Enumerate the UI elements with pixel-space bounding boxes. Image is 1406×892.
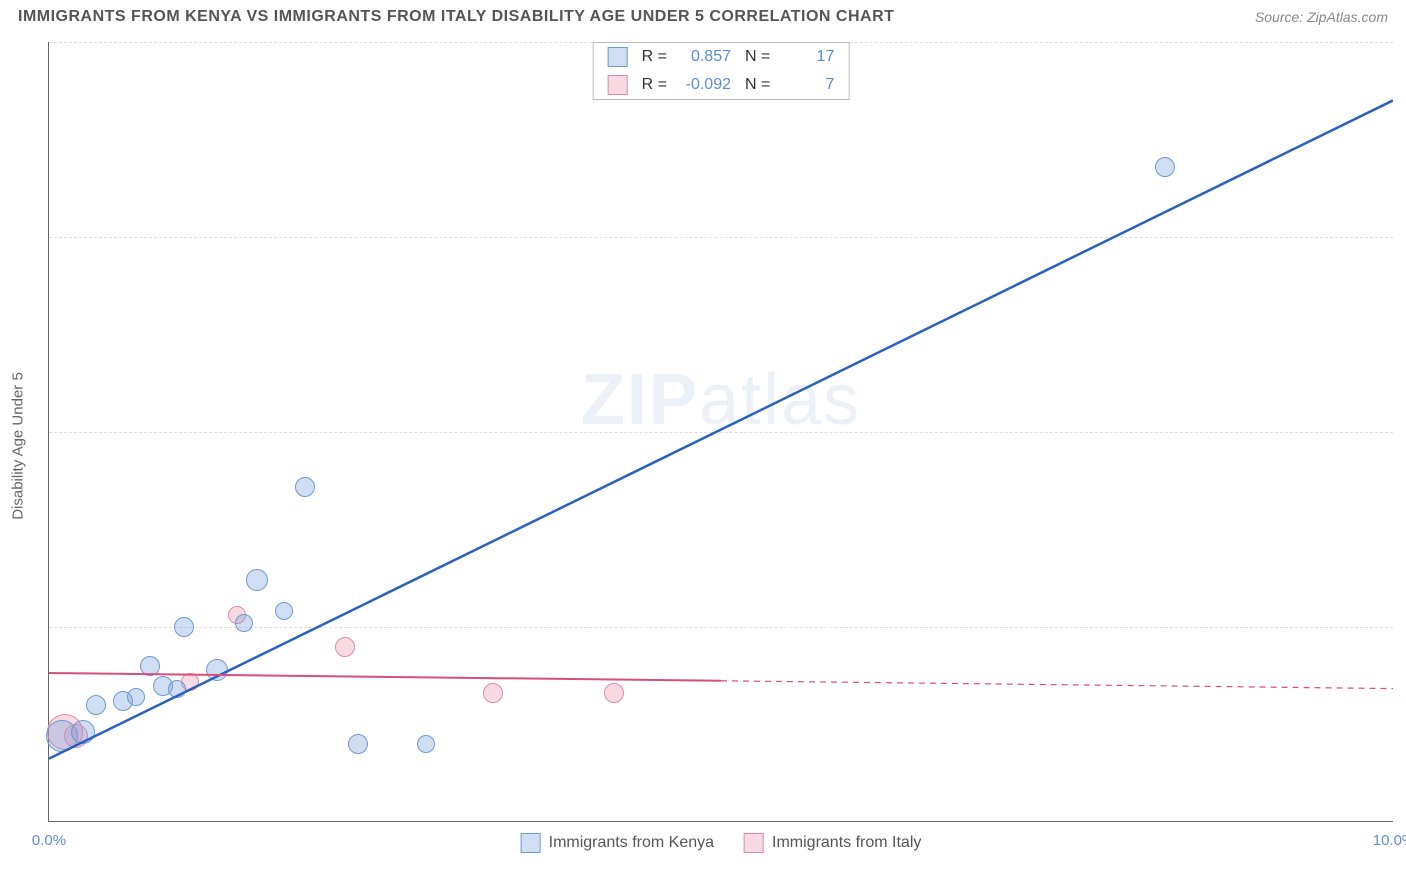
source-attribution: Source: ZipAtlas.com: [1255, 9, 1388, 25]
kenya-point: [235, 614, 253, 632]
kenya-point: [140, 656, 160, 676]
y-tick-label: 5.0%: [1397, 424, 1406, 441]
swatch-kenya: [521, 833, 541, 853]
kenya-point: [174, 617, 194, 637]
r-label: R =: [642, 48, 667, 66]
italy-point: [335, 637, 355, 657]
kenya-point: [417, 735, 435, 753]
n-label: N =: [745, 76, 770, 94]
kenya-point: [1155, 157, 1175, 177]
series-legend: Immigrants from Kenya Immigrants from It…: [521, 833, 922, 853]
trend-line: [49, 100, 1393, 758]
kenya-point: [86, 695, 106, 715]
watermark-light: atlas: [699, 360, 861, 440]
legend-item-kenya: Immigrants from Kenya: [521, 833, 714, 853]
italy-point: [604, 683, 624, 703]
source-prefix: Source:: [1255, 9, 1307, 25]
watermark-text: ZIPatlas: [581, 359, 861, 441]
r-value-italy: -0.092: [681, 76, 731, 94]
correlation-legend: R = 0.857 N = 17 R = -0.092 N = 7: [593, 42, 850, 100]
x-tick-label: 10.0%: [1373, 832, 1406, 849]
y-tick-label: 7.5%: [1397, 229, 1406, 246]
legend-row-kenya: R = 0.857 N = 17: [594, 43, 849, 71]
swatch-kenya: [608, 47, 628, 67]
watermark-bold: ZIP: [581, 360, 699, 440]
r-value-kenya: 0.857: [681, 48, 731, 66]
kenya-point: [168, 680, 186, 698]
y-tick-label: 2.5%: [1397, 619, 1406, 636]
chart-title: IMMIGRANTS FROM KENYA VS IMMIGRANTS FROM…: [18, 8, 894, 26]
kenya-point: [348, 734, 368, 754]
gridline: [49, 237, 1393, 238]
n-label: N =: [745, 48, 770, 66]
kenya-point: [206, 659, 228, 681]
x-tick-label: 0.0%: [32, 832, 66, 849]
n-value-kenya: 17: [784, 48, 834, 66]
kenya-point: [127, 688, 145, 706]
series-label-italy: Immigrants from Italy: [772, 834, 921, 852]
kenya-point: [295, 477, 315, 497]
gridline: [49, 432, 1393, 433]
swatch-italy: [608, 75, 628, 95]
kenya-point: [275, 602, 293, 620]
n-value-italy: 7: [784, 76, 834, 94]
kenya-point: [246, 569, 268, 591]
trend-line: [721, 681, 1393, 689]
legend-item-italy: Immigrants from Italy: [744, 833, 921, 853]
y-axis-title: Disability Age Under 5: [10, 372, 27, 520]
chart-header: IMMIGRANTS FROM KENYA VS IMMIGRANTS FROM…: [0, 0, 1406, 30]
source-name: ZipAtlas.com: [1307, 9, 1388, 25]
r-label: R =: [642, 76, 667, 94]
kenya-point: [71, 720, 95, 744]
scatter-chart: ZIPatlas R = 0.857 N = 17 R = -0.092 N =…: [48, 42, 1393, 822]
y-tick-label: 10.0%: [1397, 34, 1406, 51]
italy-point: [483, 683, 503, 703]
legend-row-italy: R = -0.092 N = 7: [594, 71, 849, 99]
series-label-kenya: Immigrants from Kenya: [549, 834, 714, 852]
swatch-italy: [744, 833, 764, 853]
